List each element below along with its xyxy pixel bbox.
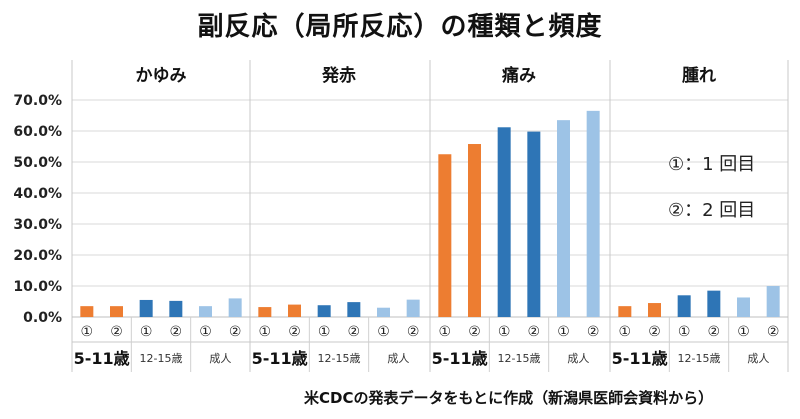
bar xyxy=(288,304,301,317)
dose-label: ② xyxy=(407,324,420,340)
bar xyxy=(258,307,272,317)
group-label: 5-11歳 xyxy=(252,349,308,368)
bar xyxy=(377,307,390,317)
y-tick-label: 20.0% xyxy=(13,248,62,264)
y-tick-label: 50.0% xyxy=(13,155,62,171)
bar xyxy=(557,120,570,318)
bar xyxy=(618,306,632,317)
bar xyxy=(169,300,183,317)
group-label: 成人 xyxy=(209,352,231,365)
y-tick-label: 70.0% xyxy=(13,93,62,109)
dose-label: ① xyxy=(259,324,272,340)
bar xyxy=(406,299,420,317)
bar xyxy=(438,154,452,317)
dose-label: ① xyxy=(318,324,331,340)
bar xyxy=(737,297,750,317)
group-label: 5-11歳 xyxy=(74,349,130,368)
bar xyxy=(586,110,600,317)
panel-title: 痛み xyxy=(502,65,536,86)
group-label: 5-11歳 xyxy=(432,349,488,368)
group-label: 12-15歳 xyxy=(140,352,183,365)
dose-label: ① xyxy=(737,324,750,340)
dose-label: ② xyxy=(348,324,361,340)
bar xyxy=(527,131,541,317)
bar xyxy=(707,290,721,317)
y-tick-label: 60.0% xyxy=(13,124,62,140)
group-label: 5-11歳 xyxy=(612,349,668,368)
group-label: 12-15歳 xyxy=(318,352,361,365)
dose-label: ① xyxy=(498,324,511,340)
group-label: 成人 xyxy=(567,352,589,365)
panel-title: かゆみ xyxy=(136,66,187,86)
bar xyxy=(139,299,153,317)
bar xyxy=(347,302,361,317)
dose-label: ① xyxy=(619,324,632,340)
dose-label: ① xyxy=(678,324,691,340)
group-label: 12-15歳 xyxy=(678,352,721,365)
dose-label: ② xyxy=(587,324,600,340)
group-label: 成人 xyxy=(747,352,769,365)
dose-label: ② xyxy=(708,324,721,340)
dose-label: ① xyxy=(377,324,390,340)
legend-note-first-dose: ①：1 回目 xyxy=(668,154,756,175)
dose-label: ① xyxy=(140,324,153,340)
bar xyxy=(497,127,511,317)
bar xyxy=(110,306,123,317)
dose-label: ② xyxy=(468,324,481,340)
y-tick-label: 0.0% xyxy=(23,310,62,326)
group-label: 12-15歳 xyxy=(498,352,541,365)
dose-label: ② xyxy=(288,324,301,340)
bar xyxy=(766,286,780,317)
bar xyxy=(648,303,661,317)
y-tick-label: 30.0% xyxy=(13,217,62,233)
chart-title: 副反応（局所反応）の種類と頻度 xyxy=(197,12,603,42)
dose-label: ② xyxy=(648,324,661,340)
dose-label: ② xyxy=(170,324,183,340)
bar xyxy=(468,144,481,317)
panel-title: 腫れ xyxy=(682,65,716,86)
dose-label: ① xyxy=(439,324,452,340)
panel-title: 発赤 xyxy=(321,65,356,86)
bar xyxy=(228,298,242,317)
dose-label: ① xyxy=(199,324,212,340)
bar xyxy=(199,306,212,317)
dose-label: ① xyxy=(81,324,94,340)
dose-label: ② xyxy=(110,324,123,340)
group-label: 成人 xyxy=(387,352,409,365)
bar xyxy=(677,295,691,317)
y-tick-label: 10.0% xyxy=(13,279,62,295)
dose-label: ② xyxy=(528,324,541,340)
dose-label: ① xyxy=(557,324,570,340)
dose-label: ② xyxy=(767,324,780,340)
y-tick-label: 40.0% xyxy=(13,186,62,202)
legend-note-second-dose: ②：2 回目 xyxy=(668,200,756,221)
source-note: 米CDCの発表データをもとに作成（新潟県医師会資料から） xyxy=(304,389,714,407)
dose-label: ② xyxy=(229,324,242,340)
bar xyxy=(80,306,94,317)
bar xyxy=(317,305,331,317)
